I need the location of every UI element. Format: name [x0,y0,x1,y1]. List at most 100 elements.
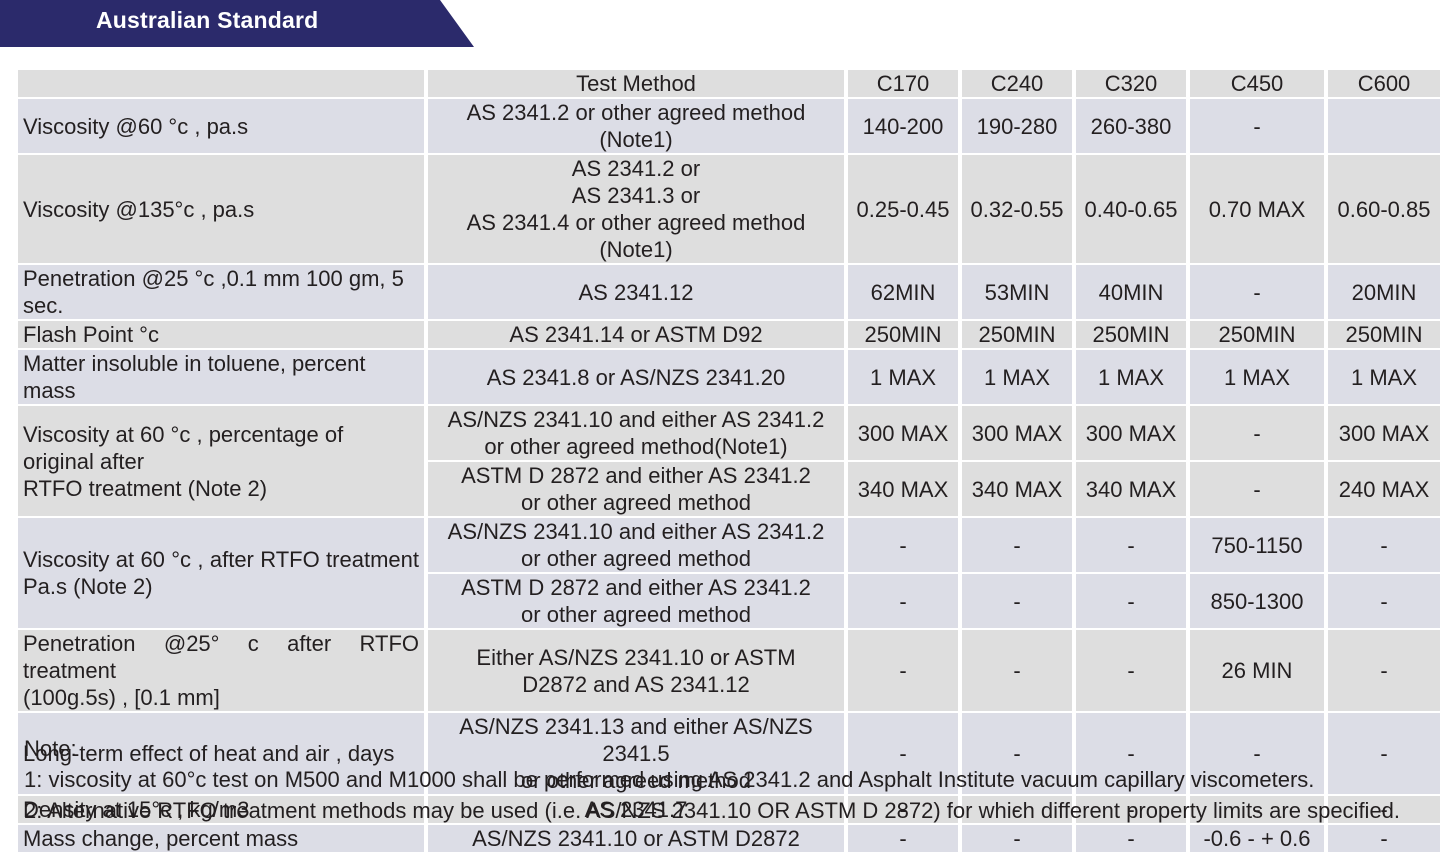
header-grade: C240 [962,70,1076,99]
table-row: Long-term effect of heat and air , days … [18,713,1440,796]
property-cell: Penetration @25° c after RTFO treatment … [18,630,428,713]
value-cell: - [1076,518,1190,574]
value-cell: - [1190,99,1328,155]
banner-title: Australian Standard [96,7,319,33]
method-line: AS/NZS 2341.13 and either AS/NZS 2341.5 [459,714,813,766]
value-cell: - [1190,265,1328,321]
value-cell: - [962,825,1076,854]
value-cell: 300 MAX [1328,406,1440,462]
value-cell: 53MIN [962,265,1076,321]
value-cell: 250MIN [1328,321,1440,350]
method-line: Either AS/NZS 2341.10 or ASTM [476,644,796,670]
value-cell: 340 MAX [848,462,962,518]
property-line: Viscosity at 60 °c , after RTFO treatmen… [23,547,419,572]
method-line: AS/NZS 2341.10 and either AS 2341.2 [447,519,825,544]
value-cell: 250MIN [1076,321,1190,350]
value-cell: 20MIN [1328,265,1440,321]
property-cell: Matter insoluble in toluene, percent mas… [18,350,428,406]
property-line: Penetration @25° c after RTFO treatment [23,631,419,683]
value-cell: 300 MAX [1076,406,1190,462]
header-grade: C600 [1328,70,1440,99]
value-cell: 1 MAX [1190,350,1328,406]
header-grade: C450 [1190,70,1328,99]
header-property [18,70,428,99]
method-line: AS 2341.2 or [571,156,701,181]
property-cell: Viscosity at 60 °c , percentage of origi… [18,406,428,518]
property-line: Viscosity at 60 °c , percentage of origi… [23,421,344,474]
value-cell: - [848,796,962,825]
value-cell [1328,99,1440,155]
property-line: (100g.5s) , [0.1 mm] [23,685,220,710]
value-cell: 300 MAX [962,406,1076,462]
value-cell: 340 MAX [962,462,1076,518]
property-cell: Penetration @25 °c ,0.1 mm 100 gm, 5 sec… [18,265,428,321]
value-cell: - [1190,713,1328,796]
value-cell: 340 MAX [1076,462,1190,518]
method-line: ASTM D 2872 and either AS 2341.2 [461,463,811,488]
value-cell: - [962,518,1076,574]
method-line: ASTM D 2872 and either AS 2341.2 [461,575,811,600]
value-cell: - [962,630,1076,713]
method-cell: AS 2341.2 or AS 2341.3 or AS 2341.4 or o… [428,155,848,265]
value-cell: - [1328,518,1440,574]
value-cell: 1 MAX [962,350,1076,406]
value-cell: - [1328,630,1440,713]
property-line: Pa.s (Note 2) [23,574,153,599]
table-row: Viscosity at 60 °c , after RTFO treatmen… [18,518,1440,630]
value-cell: - [1076,825,1190,854]
method-cell: AS 2341.12 [428,265,848,321]
table-header-row: Test Method C170 C240 C320 C450 C600 [18,70,1440,99]
notes-section: Note: 1: viscosity at 60°c test on M500 … [24,733,1400,826]
value-cell: - [1328,574,1440,630]
value-cell: 1 MAX [1076,350,1190,406]
value-cell: - [1190,406,1328,462]
value-cell: 300 MAX [848,406,962,462]
value-cell: - [848,825,962,854]
value-cell: - [1190,796,1328,825]
method-line: AS 2341.3 or [571,183,701,208]
table-row: Matter insoluble in toluene, percent mas… [18,350,1440,406]
header-grade: C170 [848,70,962,99]
table-row: Penetration @25° c after RTFO treatment … [18,630,1440,713]
table-row: Flash Point °c AS 2341.14 or ASTM D92 25… [18,321,1440,350]
method-cell: AS 2341.8 or AS/NZS 2341.20 [428,350,848,406]
note-item: 2: Alternative RTFO treatment methods ma… [24,798,1401,823]
value-cell: - [1190,462,1328,518]
property-cell: Density at 15°c , kg/m3 [18,796,428,825]
method-line: or other agreed method(Note1) [484,434,788,459]
value-cell: 750-1150 [1190,518,1328,574]
value-cell: - [962,713,1076,796]
value-cell: - [848,574,962,630]
table-row: Mass change, percent mass AS/NZS 2341.10… [18,825,1440,854]
method-line: or other agreed method [521,546,751,571]
header-grade: C320 [1076,70,1190,99]
method-cell: AS/NZS 2341.10 and either AS 2341.2 or o… [428,518,848,574]
value-cell: - [1076,796,1190,825]
value-cell: 240 MAX [1328,462,1440,518]
property-cell: Viscosity at 60 °c , after RTFO treatmen… [18,518,428,630]
value-cell: 0.32-0.55 [962,155,1076,265]
method-cell: ASTM D 2872 and either AS 2341.2 or othe… [428,462,848,518]
value-cell: -0.6 - + 0.6 [1190,825,1328,854]
value-cell: - [962,574,1076,630]
value-cell: - [848,630,962,713]
value-cell: 1 MAX [1328,350,1440,406]
title-banner [0,0,474,47]
table-row: ASTM D 2872 and either AS 2341.2 or othe… [18,462,1440,518]
table-row: Viscosity at 60 °c , percentage of origi… [18,406,1440,518]
method-line: or other agreed method [521,490,751,515]
value-cell: 140-200 [848,99,962,155]
value-cell: 250MIN [848,321,962,350]
method-cell: ASTM D 2872 and either AS 2341.2 or othe… [428,574,848,630]
value-cell: - [1076,574,1190,630]
value-cell: 1 MAX [848,350,962,406]
property-line: RTFO treatment (Note 2) [23,475,268,501]
value-cell: 250MIN [1190,321,1328,350]
value-cell: 0.25-0.45 [848,155,962,265]
method-line: AS 2341.4 or other agreed method (Note1) [466,210,806,262]
value-cell: 40MIN [1076,265,1190,321]
method-cell: AS 2341.14 or ASTM D92 [428,321,848,350]
value-cell: - [848,713,962,796]
method-cell: AS 2341.7 [428,796,848,825]
method-cell: Either AS/NZS 2341.10 or ASTM D2872 and … [428,630,848,713]
